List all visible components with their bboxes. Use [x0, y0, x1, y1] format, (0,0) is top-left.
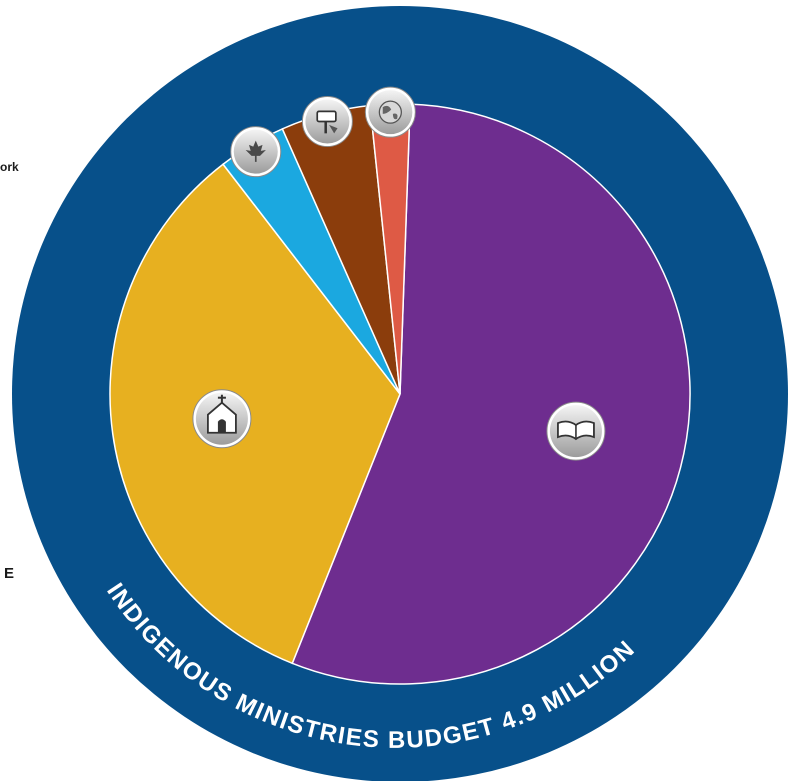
book-icon — [546, 401, 606, 461]
slice-icons — [192, 86, 606, 461]
maple-leaf-icon — [230, 126, 282, 178]
globe-icon — [364, 86, 416, 138]
hand-sign-icon — [301, 96, 353, 148]
pie-slices — [109, 103, 691, 685]
cropped-label-fragment-top: ork — [0, 160, 19, 174]
church-icon — [192, 389, 252, 449]
cropped-label-fragment-bottom: E — [4, 565, 15, 582]
pie-slice-church — [109, 163, 401, 665]
pie-slice-book — [291, 103, 691, 685]
